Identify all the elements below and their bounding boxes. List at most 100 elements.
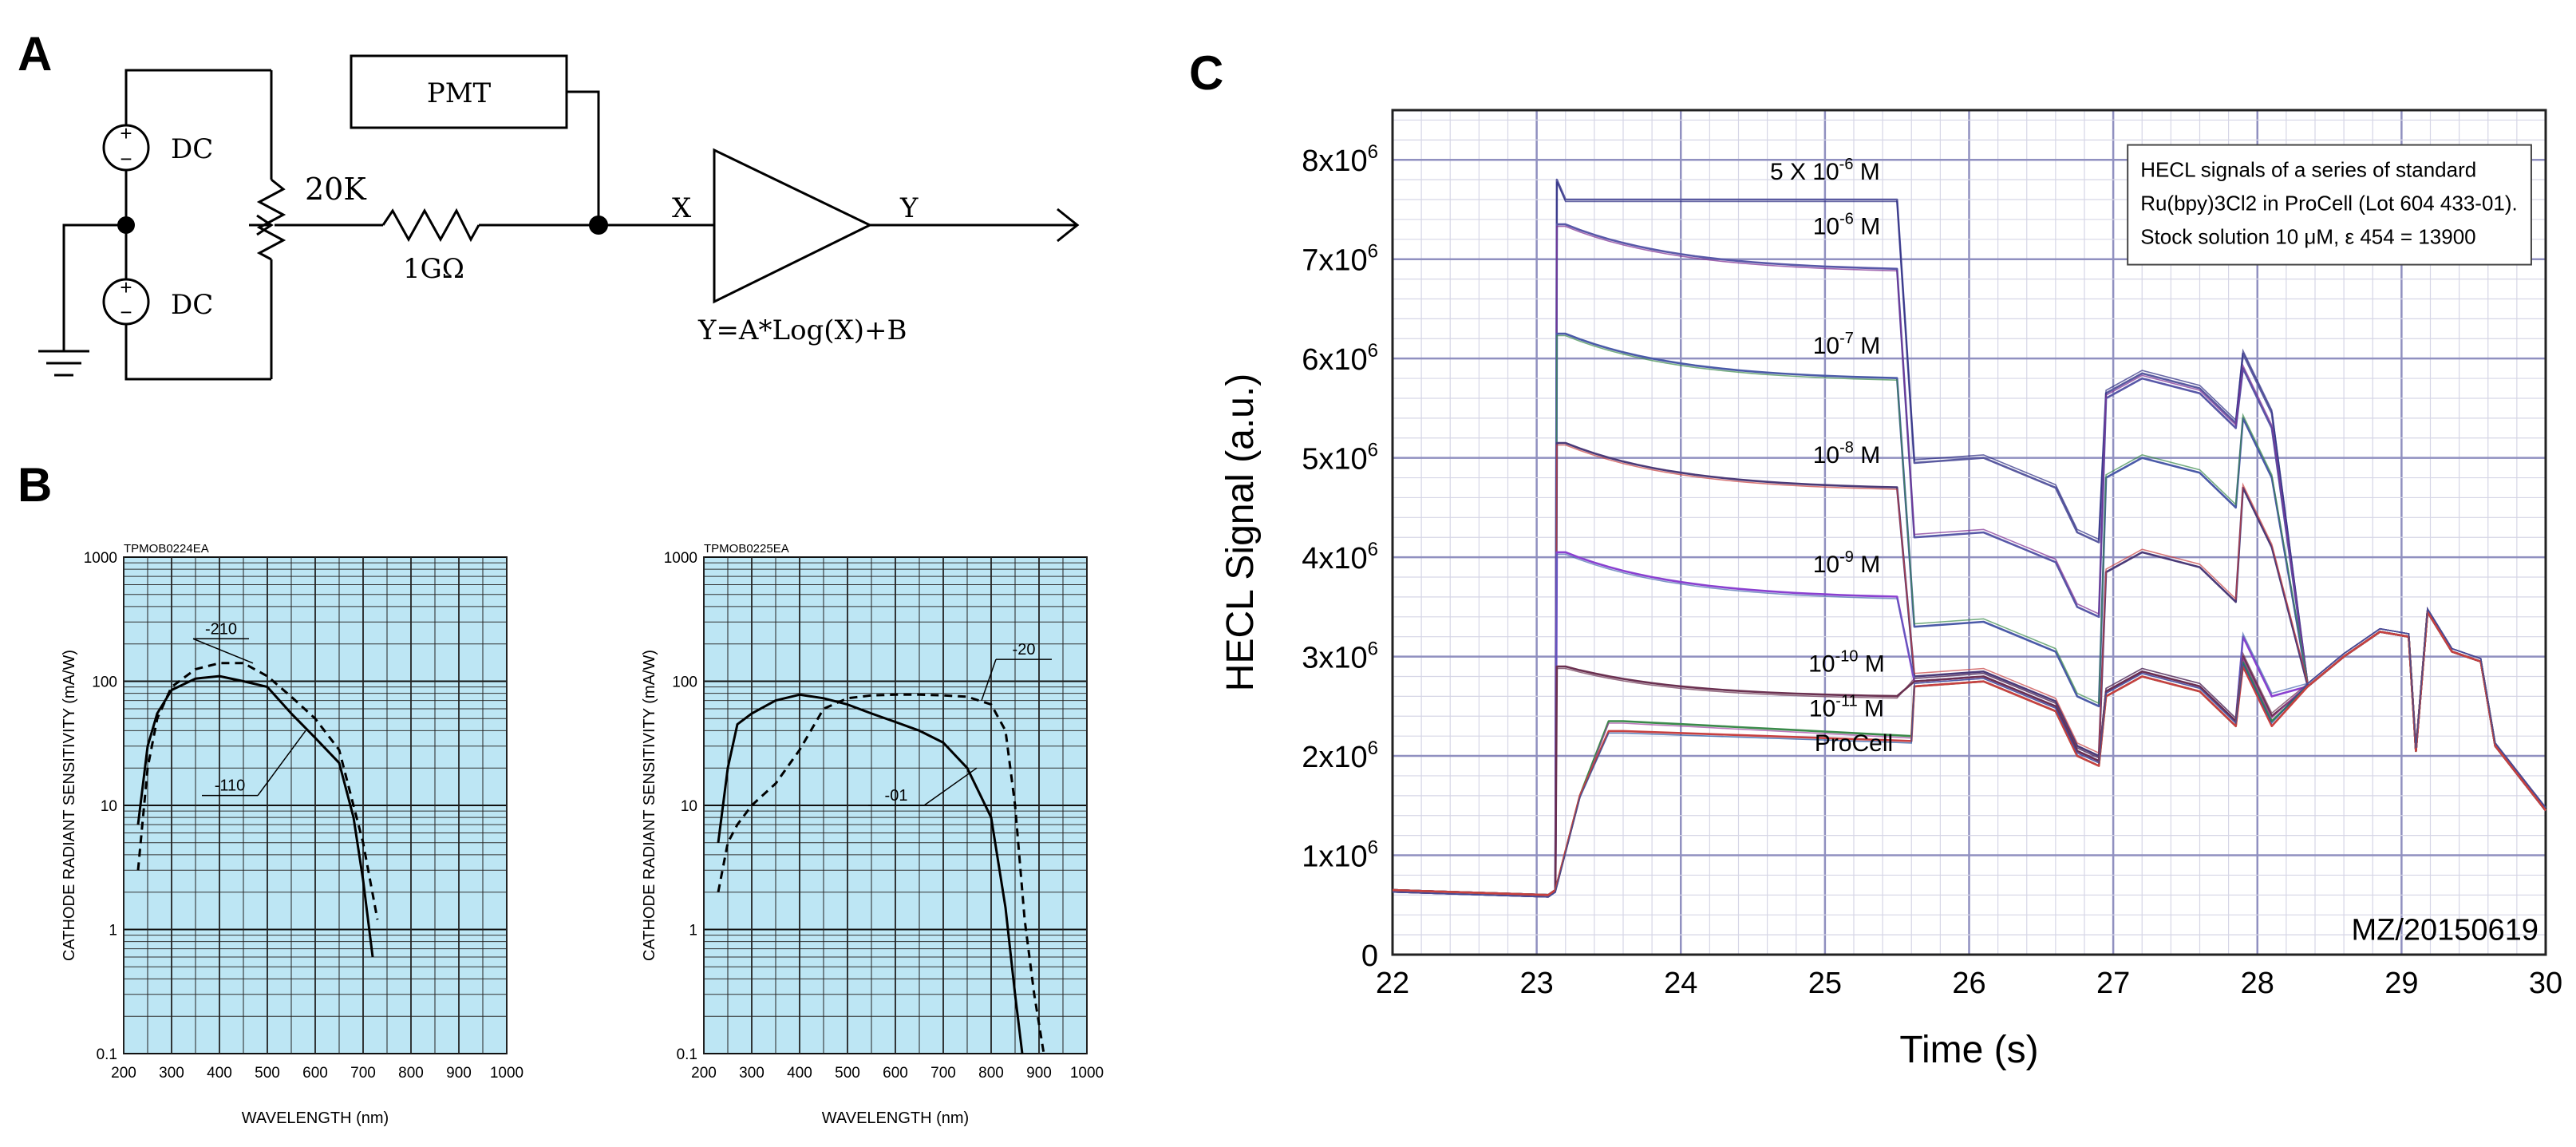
sensitivity-chart-left: 200 300 400 500 600 700 800 900 1000 0.1 1 10 100 100…	[61, 542, 523, 1127]
plot-frame	[1391, 109, 2547, 956]
y-tick-label: 0.1	[97, 1046, 117, 1063]
y-tick-label: 10	[681, 798, 697, 815]
x-axis-label: WAVELENGTH (nm)	[242, 1109, 389, 1127]
x-tick-label: 700	[930, 1065, 956, 1082]
sensitivity-chart-right: 200 300 400 500 600 700 800 900 1000 0.1 1 10 100 100…	[641, 542, 1104, 1127]
callout-leader	[981, 659, 997, 701]
y-tick-label: 6x106	[1302, 340, 1378, 377]
panel-c-label: C	[1189, 46, 1223, 100]
x-axis-label: Time (s)	[1899, 1029, 2038, 1071]
log-amplifier	[713, 148, 873, 304]
series-label: -110	[215, 777, 246, 795]
y-tick-label: 100	[92, 674, 117, 691]
pmt-label: PMT	[427, 77, 492, 109]
svg-text:+: +	[120, 275, 132, 299]
y-tick-label: 3x106	[1302, 639, 1378, 675]
series-line-01	[717, 693, 1024, 1054]
dc-source-bottom: + − DC	[102, 275, 213, 326]
x-axis-label: WAVELENGTH (nm)	[822, 1109, 969, 1127]
callout-leader	[923, 767, 978, 806]
callout-leader	[192, 638, 254, 664]
chart-code: TPMOB0224EA	[124, 542, 209, 556]
series-line-210	[136, 662, 379, 920]
series-label: 10-11 M	[1809, 692, 1884, 722]
x-tick-label: 1000	[490, 1065, 523, 1082]
y-axis-label: CATHODE RADIANT SENSITIVITY (mA/W)	[641, 650, 658, 961]
x-tick-label: 1000	[1070, 1065, 1104, 1082]
legend-line: Ru(bpy)3Cl2 in ProCell (Lot 604 433-01).	[2140, 192, 2518, 216]
y-tick-label: 2x106	[1302, 738, 1378, 774]
series-label: 10-6 M	[1813, 211, 1881, 240]
pot-label: 20K	[305, 172, 366, 207]
x-tick-label: 300	[739, 1065, 765, 1082]
x-tick-label: 600	[302, 1065, 328, 1082]
series-label: 10-7 M	[1813, 330, 1881, 359]
x-tick-label: 200	[111, 1065, 136, 1082]
series-label: -20	[1013, 641, 1036, 659]
series-label: 10-8 M	[1813, 439, 1881, 469]
x-tick-label: 23	[1519, 967, 1553, 1000]
x-tick-label: 700	[350, 1065, 376, 1082]
y-axis-label: CATHODE RADIANT SENSITIVITY (mA/W)	[61, 650, 78, 961]
x-tick-label: 400	[207, 1065, 232, 1082]
legend-line: Stock solution 10 μM, ε 454 = 13900	[2140, 225, 2475, 249]
y-tick-label: 1000	[84, 550, 117, 567]
series-label: 10-9 M	[1813, 548, 1881, 578]
x-label: X	[672, 192, 692, 224]
x-tick-label: 27	[2096, 967, 2130, 1000]
ground-junction	[117, 216, 135, 234]
x-tick-label: 200	[691, 1065, 717, 1082]
y-axis-label: HECL Signal (a.u.)	[1219, 374, 1262, 691]
x-node	[589, 216, 608, 235]
resistor-1g: 1GΩ	[381, 208, 480, 285]
x-tick-label: 800	[398, 1065, 424, 1082]
potentiometer: 20K	[249, 172, 366, 261]
y-tick-label: 0.1	[677, 1046, 697, 1063]
y-tick-label: 100	[672, 674, 697, 691]
callout-leader	[257, 730, 306, 797]
series-label: ProCell	[1815, 730, 1893, 757]
series-label: 10-10 M	[1808, 647, 1885, 677]
y-tick-label: 1	[689, 923, 697, 939]
svg-text:−: −	[120, 300, 132, 324]
x-tick-label: 29	[2384, 967, 2418, 1000]
x-tick-label: 500	[835, 1065, 860, 1082]
x-tick-label: 22	[1376, 967, 1409, 1000]
y-tick-label: 5x106	[1302, 440, 1378, 477]
dc-top-label: DC	[171, 133, 213, 165]
series-label: -01	[885, 787, 908, 805]
x-tick-label: 28	[2241, 967, 2274, 1000]
watermark: MZ/20150619	[2351, 913, 2538, 947]
x-tick-label: 30	[2529, 967, 2562, 1000]
resistor-1g-label: 1GΩ	[403, 253, 464, 285]
formula-label: Y=A*Log(X)+B	[697, 314, 907, 346]
x-tick-label: 25	[1808, 967, 1842, 1000]
legend-box	[2127, 144, 2532, 266]
x-tick-label: 400	[787, 1065, 812, 1082]
x-tick-label: 300	[159, 1065, 184, 1082]
x-tick-label: 24	[1664, 967, 1697, 1000]
series-label: -210	[205, 620, 237, 638]
series-line-overlay-7	[1392, 607, 2546, 898]
y-tick-label: 7x106	[1302, 241, 1378, 278]
dc-source-top: + − DC	[102, 121, 213, 172]
y-tick-label: 10	[101, 798, 117, 815]
y-tick-label: 0	[1361, 939, 1378, 973]
svg-text:−: −	[120, 147, 132, 171]
y-tick-label: 8x106	[1302, 141, 1378, 178]
y-tick-label: 1000	[664, 550, 697, 567]
hecl-signal-chart: 22 23 24 25 26 27 28 29 30 0 1x106 2x106 3x106 4x106 5…	[1219, 109, 2562, 1071]
y-tick-label: 1	[109, 923, 117, 939]
x-tick-label: 600	[883, 1065, 908, 1082]
y-tick-label: 4x106	[1302, 539, 1378, 575]
svg-text:+: +	[120, 121, 132, 145]
x-tick-label: 900	[1026, 1065, 1052, 1082]
y-tick-label: 1x106	[1302, 837, 1378, 874]
series-line-110	[136, 674, 374, 958]
x-tick-label: 500	[255, 1065, 280, 1082]
series-label: 5 X 10-6 M	[1770, 156, 1880, 185]
legend-line: HECL signals of a series of standard	[2140, 158, 2476, 182]
series-line-20	[717, 693, 1045, 1054]
dc-bottom-label: DC	[171, 289, 213, 321]
